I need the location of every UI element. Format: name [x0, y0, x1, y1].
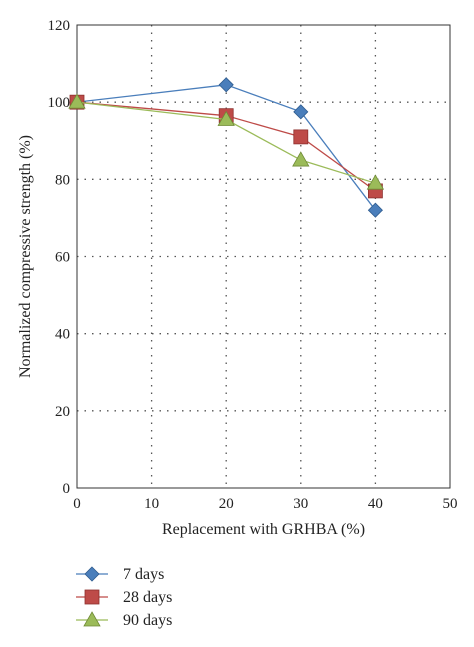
series-0: [69, 77, 383, 218]
x-tick-label: 10: [144, 496, 159, 512]
legend-item: 90 days: [76, 611, 172, 629]
series-1: [69, 94, 383, 199]
legend-marker: [84, 589, 100, 605]
legend: 7 days 28 days 90 days: [76, 566, 172, 629]
series-line: [76, 84, 376, 211]
data-point: [218, 77, 234, 93]
grid: [77, 25, 450, 488]
y-tick-label: 100: [48, 95, 71, 111]
plot-frame: [76, 24, 451, 489]
x-tick-label: 40: [368, 496, 383, 512]
x-tick-label: 30: [293, 496, 308, 512]
y-tick-label: 0: [63, 481, 71, 497]
data-point: [292, 151, 310, 167]
legend-marker: [84, 566, 100, 582]
y-tick-label: 120: [48, 18, 71, 34]
series-layer: [68, 77, 385, 218]
series-line: [76, 101, 376, 192]
x-tick-label: 0: [73, 496, 81, 512]
legend-label: 90 days: [123, 612, 172, 629]
legend-item: 28 days: [76, 589, 172, 606]
x-axis-title: Replacement with GRHBA (%): [162, 521, 365, 538]
data-point: [217, 110, 235, 126]
legend-label: 7 days: [123, 566, 164, 583]
y-tick-label: 20: [55, 404, 70, 420]
y-axis-title: Normalized compressive strength (%): [17, 135, 34, 378]
legend-item: 7 days: [76, 566, 164, 583]
y-tick-label: 60: [55, 250, 70, 266]
y-tick-label: 80: [55, 172, 70, 188]
legend-marker: [83, 611, 101, 627]
data-point: [68, 93, 86, 109]
axis-ticks: 0 10 20 30 40 50 0 20 40 60 80 100 120: [48, 18, 458, 512]
series-2: [68, 93, 385, 190]
y-tick-label: 40: [55, 327, 70, 343]
legend-label: 28 days: [123, 589, 172, 606]
series-line: [76, 101, 376, 184]
data-point: [367, 202, 383, 218]
x-tick-label: 20: [219, 496, 234, 512]
data-point: [293, 104, 309, 120]
x-tick-label: 50: [443, 496, 458, 512]
data-point: [293, 129, 309, 145]
data-point: [366, 174, 385, 190]
